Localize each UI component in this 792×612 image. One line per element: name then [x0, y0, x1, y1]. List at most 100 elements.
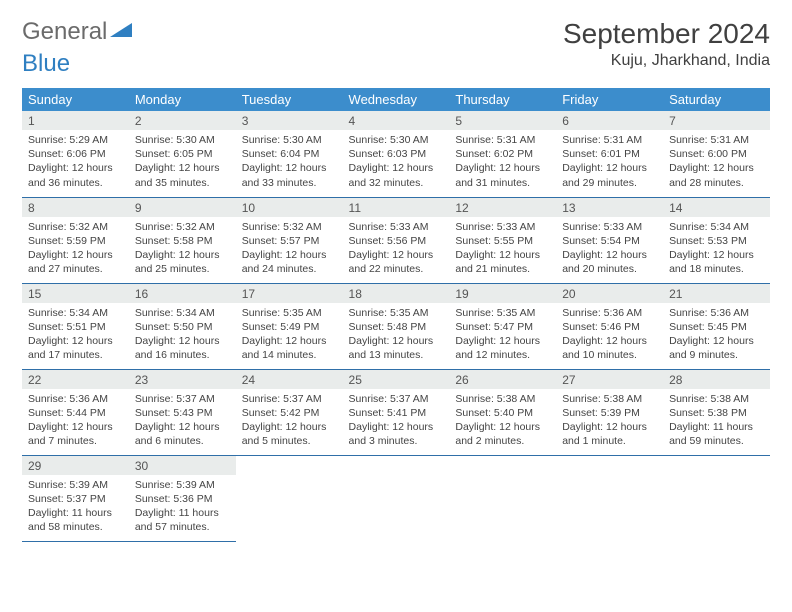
calendar-cell: .. [556, 455, 663, 541]
day-details: Sunrise: 5:34 AMSunset: 5:50 PMDaylight:… [129, 303, 236, 367]
calendar-cell: 8Sunrise: 5:32 AMSunset: 5:59 PMDaylight… [22, 197, 129, 283]
logo: General [22, 18, 132, 46]
day-number: 8 [22, 198, 129, 217]
day-details: Sunrise: 5:31 AMSunset: 6:00 PMDaylight:… [663, 130, 770, 194]
day-number: 11 [343, 198, 450, 217]
day-number: 23 [129, 370, 236, 389]
calendar-cell: 26Sunrise: 5:38 AMSunset: 5:40 PMDayligh… [449, 369, 556, 455]
day-details: Sunrise: 5:36 AMSunset: 5:44 PMDaylight:… [22, 389, 129, 453]
calendar-cell: 4Sunrise: 5:30 AMSunset: 6:03 PMDaylight… [343, 111, 450, 197]
day-details: Sunrise: 5:32 AMSunset: 5:58 PMDaylight:… [129, 217, 236, 281]
day-details: Sunrise: 5:36 AMSunset: 5:45 PMDaylight:… [663, 303, 770, 367]
calendar-cell: 17Sunrise: 5:35 AMSunset: 5:49 PMDayligh… [236, 283, 343, 369]
weekday-header: Friday [556, 88, 663, 111]
day-details: Sunrise: 5:31 AMSunset: 6:02 PMDaylight:… [449, 130, 556, 194]
day-details: Sunrise: 5:37 AMSunset: 5:43 PMDaylight:… [129, 389, 236, 453]
day-number: 26 [449, 370, 556, 389]
calendar-cell: 14Sunrise: 5:34 AMSunset: 5:53 PMDayligh… [663, 197, 770, 283]
calendar-cell: 2Sunrise: 5:30 AMSunset: 6:05 PMDaylight… [129, 111, 236, 197]
weekday-header: Saturday [663, 88, 770, 111]
day-details: Sunrise: 5:39 AMSunset: 5:37 PMDaylight:… [22, 475, 129, 539]
day-details: Sunrise: 5:30 AMSunset: 6:05 PMDaylight:… [129, 130, 236, 194]
calendar-cell: 25Sunrise: 5:37 AMSunset: 5:41 PMDayligh… [343, 369, 450, 455]
day-number: 9 [129, 198, 236, 217]
day-number: 18 [343, 284, 450, 303]
day-number: 2 [129, 111, 236, 130]
logo-triangle-icon [110, 18, 132, 46]
calendar-cell: 21Sunrise: 5:36 AMSunset: 5:45 PMDayligh… [663, 283, 770, 369]
day-details: Sunrise: 5:33 AMSunset: 5:56 PMDaylight:… [343, 217, 450, 281]
day-details: Sunrise: 5:38 AMSunset: 5:40 PMDaylight:… [449, 389, 556, 453]
day-number: 3 [236, 111, 343, 130]
day-number: 30 [129, 456, 236, 475]
day-number: 16 [129, 284, 236, 303]
day-number: 12 [449, 198, 556, 217]
day-number: 5 [449, 111, 556, 130]
calendar-cell: 5Sunrise: 5:31 AMSunset: 6:02 PMDaylight… [449, 111, 556, 197]
calendar-cell: 15Sunrise: 5:34 AMSunset: 5:51 PMDayligh… [22, 283, 129, 369]
calendar-cell: 29Sunrise: 5:39 AMSunset: 5:37 PMDayligh… [22, 455, 129, 541]
day-number: 14 [663, 198, 770, 217]
day-details: Sunrise: 5:29 AMSunset: 6:06 PMDaylight:… [22, 130, 129, 194]
day-number: 7 [663, 111, 770, 130]
day-details: Sunrise: 5:30 AMSunset: 6:04 PMDaylight:… [236, 130, 343, 194]
day-number: 24 [236, 370, 343, 389]
calendar-head: SundayMondayTuesdayWednesdayThursdayFrid… [22, 88, 770, 111]
weekday-header: Thursday [449, 88, 556, 111]
calendar-cell: 20Sunrise: 5:36 AMSunset: 5:46 PMDayligh… [556, 283, 663, 369]
calendar-body: 1Sunrise: 5:29 AMSunset: 6:06 PMDaylight… [22, 111, 770, 541]
day-details: Sunrise: 5:31 AMSunset: 6:01 PMDaylight:… [556, 130, 663, 194]
day-number: 10 [236, 198, 343, 217]
weekday-header: Wednesday [343, 88, 450, 111]
day-details: Sunrise: 5:30 AMSunset: 6:03 PMDaylight:… [343, 130, 450, 194]
calendar-cell: .. [236, 455, 343, 541]
title-block: September 2024 Kuju, Jharkhand, India [563, 18, 770, 70]
calendar-cell: 22Sunrise: 5:36 AMSunset: 5:44 PMDayligh… [22, 369, 129, 455]
day-details: Sunrise: 5:36 AMSunset: 5:46 PMDaylight:… [556, 303, 663, 367]
calendar-cell: .. [343, 455, 450, 541]
day-number: 13 [556, 198, 663, 217]
calendar-cell: 27Sunrise: 5:38 AMSunset: 5:39 PMDayligh… [556, 369, 663, 455]
day-details: Sunrise: 5:37 AMSunset: 5:42 PMDaylight:… [236, 389, 343, 453]
day-number: 20 [556, 284, 663, 303]
day-details: Sunrise: 5:32 AMSunset: 5:59 PMDaylight:… [22, 217, 129, 281]
day-details: Sunrise: 5:34 AMSunset: 5:51 PMDaylight:… [22, 303, 129, 367]
calendar-cell: 19Sunrise: 5:35 AMSunset: 5:47 PMDayligh… [449, 283, 556, 369]
logo-text-1: General [22, 18, 107, 46]
calendar-cell: 18Sunrise: 5:35 AMSunset: 5:48 PMDayligh… [343, 283, 450, 369]
calendar-table: SundayMondayTuesdayWednesdayThursdayFrid… [22, 88, 770, 542]
calendar-cell: 24Sunrise: 5:37 AMSunset: 5:42 PMDayligh… [236, 369, 343, 455]
day-details: Sunrise: 5:35 AMSunset: 5:49 PMDaylight:… [236, 303, 343, 367]
weekday-header: Monday [129, 88, 236, 111]
day-number: 4 [343, 111, 450, 130]
location: Kuju, Jharkhand, India [563, 52, 770, 70]
day-number: 22 [22, 370, 129, 389]
calendar-cell: 3Sunrise: 5:30 AMSunset: 6:04 PMDaylight… [236, 111, 343, 197]
day-number: 19 [449, 284, 556, 303]
calendar-cell: 30Sunrise: 5:39 AMSunset: 5:36 PMDayligh… [129, 455, 236, 541]
day-details: Sunrise: 5:33 AMSunset: 5:54 PMDaylight:… [556, 217, 663, 281]
day-number: 15 [22, 284, 129, 303]
calendar-cell: 10Sunrise: 5:32 AMSunset: 5:57 PMDayligh… [236, 197, 343, 283]
calendar-cell: 12Sunrise: 5:33 AMSunset: 5:55 PMDayligh… [449, 197, 556, 283]
calendar-cell: 16Sunrise: 5:34 AMSunset: 5:50 PMDayligh… [129, 283, 236, 369]
month-title: September 2024 [563, 18, 770, 50]
day-details: Sunrise: 5:35 AMSunset: 5:48 PMDaylight:… [343, 303, 450, 367]
day-number: 25 [343, 370, 450, 389]
day-number: 28 [663, 370, 770, 389]
calendar-cell: 23Sunrise: 5:37 AMSunset: 5:43 PMDayligh… [129, 369, 236, 455]
calendar-cell: .. [449, 455, 556, 541]
calendar-cell: 28Sunrise: 5:38 AMSunset: 5:38 PMDayligh… [663, 369, 770, 455]
day-details: Sunrise: 5:32 AMSunset: 5:57 PMDaylight:… [236, 217, 343, 281]
calendar-cell: 7Sunrise: 5:31 AMSunset: 6:00 PMDaylight… [663, 111, 770, 197]
day-details: Sunrise: 5:34 AMSunset: 5:53 PMDaylight:… [663, 217, 770, 281]
day-details: Sunrise: 5:38 AMSunset: 5:38 PMDaylight:… [663, 389, 770, 453]
calendar-cell: .. [663, 455, 770, 541]
day-number: 29 [22, 456, 129, 475]
weekday-header: Sunday [22, 88, 129, 111]
day-number: 1 [22, 111, 129, 130]
calendar-cell: 6Sunrise: 5:31 AMSunset: 6:01 PMDaylight… [556, 111, 663, 197]
day-number: 6 [556, 111, 663, 130]
calendar-cell: 9Sunrise: 5:32 AMSunset: 5:58 PMDaylight… [129, 197, 236, 283]
day-details: Sunrise: 5:38 AMSunset: 5:39 PMDaylight:… [556, 389, 663, 453]
